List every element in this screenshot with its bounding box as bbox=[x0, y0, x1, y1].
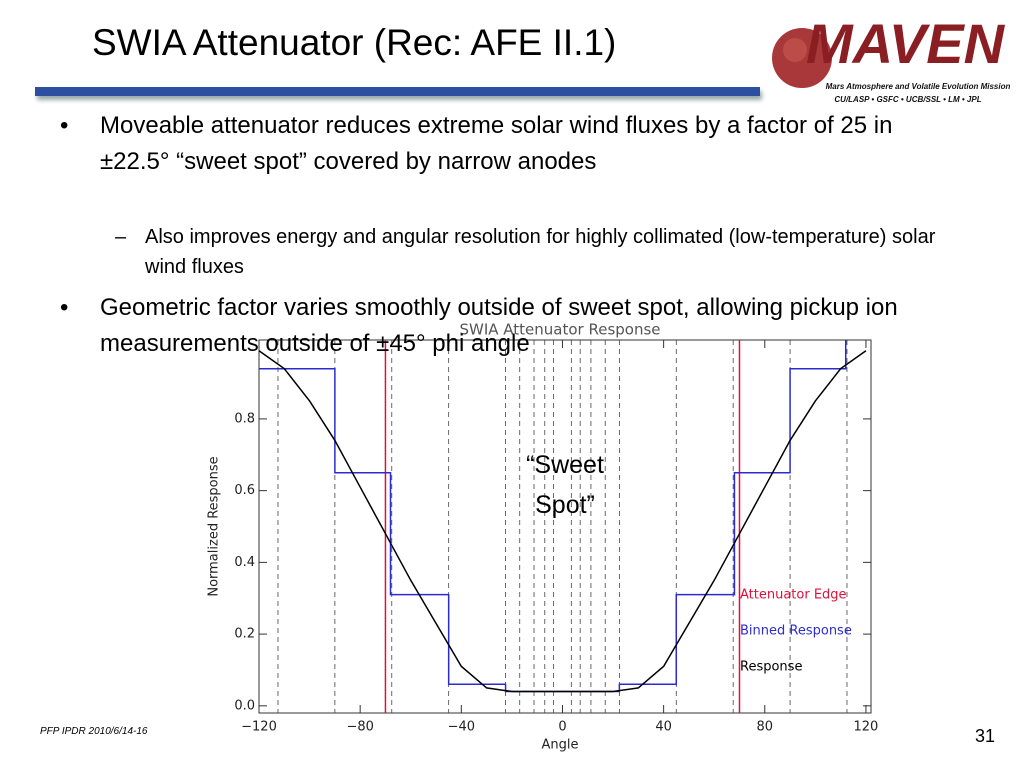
slide-title: SWIA Attenuator (Rec: AFE II.1) bbox=[92, 22, 617, 63]
y-tick-label: 0.8 bbox=[234, 411, 255, 426]
chart-title: SWIA Attenuator Response bbox=[459, 321, 660, 339]
series-line bbox=[259, 340, 847, 693]
x-tick-label: 40 bbox=[655, 720, 672, 735]
legend-entry: Response bbox=[740, 660, 802, 675]
logo-planet-spot bbox=[783, 38, 807, 62]
y-tick-label: 0.4 bbox=[234, 555, 255, 570]
logo-subtitle: Mars Atmosphere and Volatile Evolution M… bbox=[826, 82, 1011, 91]
x-axis-label: Angle bbox=[542, 738, 579, 753]
annotation: “Sweet Spot” bbox=[526, 451, 604, 519]
x-tick-label: 0 bbox=[558, 720, 566, 735]
x-tick-label: −120 bbox=[241, 720, 277, 735]
page-number: 31 bbox=[975, 726, 996, 746]
legend-entry: Binned Response bbox=[740, 624, 852, 639]
logo-name: MAVEN bbox=[806, 12, 1006, 75]
y-tick-label: 0.0 bbox=[234, 698, 255, 713]
sub-bullet-text: Also improves energy and angular resolut… bbox=[145, 226, 936, 278]
plot-frame bbox=[258, 339, 872, 714]
x-tick-label: 120 bbox=[854, 720, 879, 735]
footer: PFP IPDR 2010/6/14-16 bbox=[40, 726, 148, 737]
bullet-marker: • bbox=[60, 112, 69, 139]
series-line bbox=[258, 350, 867, 693]
sub-bullet-marker: – bbox=[115, 226, 127, 248]
y-axis-label: Normalized Response bbox=[207, 456, 222, 596]
title-bar bbox=[35, 87, 760, 96]
bullet-text: Moveable attenuator reduces extreme sola… bbox=[100, 112, 893, 175]
x-tick-label: −80 bbox=[346, 720, 373, 735]
x-tick-label: −40 bbox=[448, 720, 475, 735]
legend-entry: Attenuator Edge bbox=[740, 588, 847, 603]
x-tick-label: 80 bbox=[757, 720, 774, 735]
bullet-text: Geometric factor varies smoothly outside… bbox=[100, 294, 898, 357]
y-tick-label: 0.6 bbox=[234, 483, 255, 498]
y-tick-label: 0.2 bbox=[234, 627, 255, 642]
logo-partners: CU/LASP • GSFC • UCB/SSL • LM • JPL bbox=[834, 95, 981, 104]
bullet-marker: • bbox=[60, 294, 69, 321]
